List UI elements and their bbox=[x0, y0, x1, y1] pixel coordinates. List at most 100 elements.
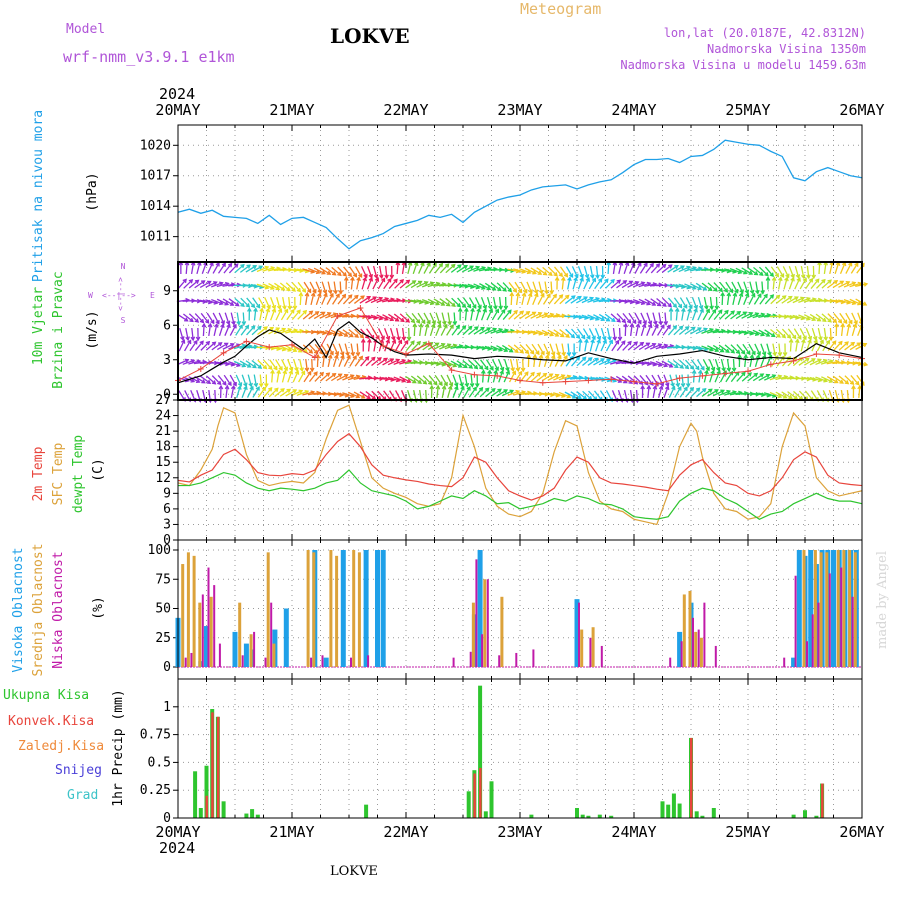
wind-arrow-head bbox=[433, 381, 438, 386]
wind-arrow-head bbox=[646, 384, 652, 390]
wind-arrow bbox=[348, 295, 359, 305]
wind-arrow-head bbox=[563, 273, 569, 278]
wind-arrow-head bbox=[542, 271, 548, 276]
wind-arrow bbox=[347, 391, 360, 398]
wind-arrow bbox=[251, 265, 263, 273]
wind-arrow-head bbox=[736, 310, 742, 316]
wind-arrow-head bbox=[776, 333, 781, 338]
wind-arrow bbox=[240, 325, 249, 336]
wind-arrow bbox=[234, 264, 245, 274]
wind-arrow bbox=[600, 339, 607, 352]
legend-frozen-rain: Zaledj.Kisa bbox=[18, 739, 104, 754]
wind-arrow bbox=[242, 312, 245, 325]
wind-arrow bbox=[202, 323, 205, 337]
wind-arrow-head bbox=[595, 297, 601, 302]
wind-arrow bbox=[492, 370, 497, 383]
wind-arrow bbox=[610, 360, 622, 365]
wind-arrow-head bbox=[227, 381, 232, 387]
wind-arrow-head bbox=[236, 320, 241, 326]
wind-arrow bbox=[224, 324, 231, 336]
wind-arrow bbox=[775, 295, 786, 305]
wind-arrow-head bbox=[301, 370, 306, 376]
mid-cloud-bar bbox=[471, 602, 475, 667]
wind-arrow-head bbox=[795, 274, 801, 279]
mid-cloud-bar bbox=[819, 552, 823, 667]
wind-arrow bbox=[263, 359, 273, 370]
wind-arrow-head bbox=[467, 303, 472, 309]
wind-arrow bbox=[815, 359, 827, 366]
wind-arrow bbox=[360, 356, 370, 367]
wind-arrow-head bbox=[862, 301, 868, 306]
wind-arrow bbox=[338, 343, 344, 356]
wind-arrow bbox=[786, 296, 799, 304]
wind-arrow bbox=[571, 328, 580, 339]
wind-arrow-head bbox=[507, 309, 512, 314]
wind-arrow-head bbox=[556, 351, 561, 357]
dewpoint-line bbox=[178, 469, 863, 520]
wind-arrow bbox=[213, 324, 218, 337]
wind-arrow-head bbox=[238, 324, 243, 329]
wind-arrow bbox=[806, 265, 810, 279]
wind-arrow-head bbox=[802, 335, 807, 341]
wind-arrow bbox=[787, 328, 797, 339]
y-tick-label: 18 bbox=[155, 440, 171, 455]
wind-arrow-head bbox=[362, 276, 368, 282]
wind-arrow bbox=[253, 374, 257, 387]
wind-arrow bbox=[701, 282, 713, 291]
wind-arrow-head bbox=[501, 308, 506, 314]
wind-arrow-head bbox=[473, 364, 479, 370]
wind-arrow bbox=[262, 267, 275, 272]
wind-arrow bbox=[321, 281, 327, 294]
wind-arrow-head bbox=[266, 304, 271, 310]
wind-arrow bbox=[758, 266, 769, 277]
low-cloud-bar bbox=[578, 602, 580, 667]
wind-arrow bbox=[177, 279, 187, 289]
wind-arrow bbox=[564, 391, 576, 399]
wind-arrow-head bbox=[531, 311, 537, 316]
compass-mid-vertical: <--|--> bbox=[116, 277, 125, 311]
mid-cloud-bar bbox=[802, 550, 806, 667]
wind-arrow-head bbox=[498, 328, 504, 333]
wind-arrow bbox=[661, 345, 674, 350]
wind-arrow bbox=[809, 358, 822, 366]
wind-arrow bbox=[251, 326, 262, 336]
wind-arrow bbox=[269, 359, 278, 370]
wind-arrow-head bbox=[654, 323, 659, 329]
wind-arrow-head bbox=[575, 334, 581, 339]
wind-arrow bbox=[777, 277, 782, 290]
wind-arrow-head bbox=[210, 319, 215, 325]
meteogram-label: Meteogram bbox=[520, 0, 601, 18]
wind-arrow bbox=[508, 371, 516, 383]
wind-arrow-head bbox=[721, 367, 726, 373]
wind-arrow-head bbox=[725, 348, 730, 353]
wind-arrow bbox=[678, 283, 691, 289]
wind-arrow-head bbox=[551, 354, 556, 360]
wind-arrow-head bbox=[823, 378, 828, 383]
high-cloud-bar bbox=[808, 550, 814, 667]
wind-arrow bbox=[726, 358, 730, 372]
wind-arrow-head bbox=[668, 363, 674, 368]
wind-arrow bbox=[224, 312, 230, 325]
wind-arrow bbox=[349, 266, 357, 277]
wind-arrow-head bbox=[498, 347, 503, 352]
wind-arrow-head bbox=[317, 289, 322, 295]
wind-arrow-head bbox=[374, 277, 380, 282]
wind-arrow-head bbox=[800, 274, 806, 280]
wind-arrow-head bbox=[782, 394, 788, 399]
wind-arrow-head bbox=[258, 383, 264, 388]
wind-arrow-head bbox=[571, 394, 577, 399]
wind-arrow bbox=[553, 392, 565, 398]
wind-arrow-head bbox=[405, 318, 411, 323]
wind-arrow-head bbox=[554, 276, 560, 281]
wind-arrow bbox=[439, 343, 451, 350]
wind-arrow-head bbox=[190, 336, 196, 342]
y-tick-label: 6 bbox=[163, 318, 171, 333]
wind-arrow-head bbox=[509, 389, 515, 394]
wind-arrow bbox=[851, 324, 857, 337]
wind-arrow bbox=[548, 266, 558, 277]
wind-arrow-head bbox=[511, 370, 517, 375]
wind-arrow-head bbox=[554, 332, 560, 337]
wind-arrow-head bbox=[269, 326, 275, 332]
low-cloud-bar bbox=[241, 655, 244, 667]
wind-arrow bbox=[245, 360, 257, 369]
